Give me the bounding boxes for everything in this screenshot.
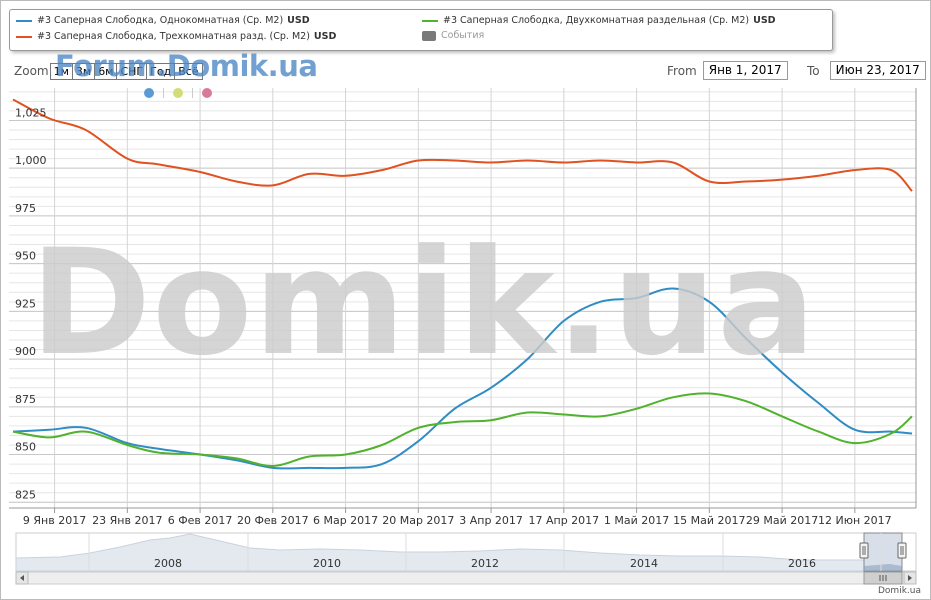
zoom-6m-button[interactable]: 6м: [94, 62, 118, 80]
x-tick-label: 9 Янв 2017: [23, 514, 86, 527]
forum-domik-watermark: Forum.Domik.ua: [55, 49, 318, 83]
legend-label: #3 Саперная Слободка, Однокомнатная (Ср.…: [37, 15, 284, 26]
navigator-year-label: 2008: [154, 557, 182, 570]
to-label: To: [807, 63, 820, 78]
legend-item-two-room[interactable]: #3 Саперная Слободка, Двухкомнатная разд…: [422, 15, 776, 26]
x-tick-label: 29 Май 2017: [746, 514, 818, 527]
x-tick-label: 3 Апр 2017: [459, 514, 523, 527]
legend-label: #3 Саперная Слободка, Трехкомнатная разд…: [37, 31, 310, 42]
legend-unit: USD: [313, 31, 337, 42]
navigator-left-handle[interactable]: [859, 542, 869, 559]
navigator-year-label: 2010: [313, 557, 341, 570]
legend-label: События: [441, 30, 485, 41]
scrollbar-track[interactable]: [15, 571, 917, 585]
x-tick-label: 15 Май 2017: [673, 514, 745, 527]
series-one-room-line: [12, 287, 913, 470]
from-date-input[interactable]: Янв 1, 2017: [702, 61, 788, 80]
legend-item-one-room[interactable]: #3 Саперная Слободка, Однокомнатная (Ср.…: [16, 15, 310, 26]
zoom-3m-button[interactable]: 3м: [71, 62, 96, 80]
event-flags: [144, 88, 212, 98]
navigator-right-handle[interactable]: [897, 542, 907, 559]
zoom-selector: Zoom 1м 3м 6м СНГ Год Всё: [14, 62, 203, 80]
plot-background: [9, 88, 916, 508]
y-tick-label: 1,025: [15, 106, 47, 119]
navigator-area: [15, 533, 865, 572]
y-tick-label: 950: [15, 250, 36, 263]
zoom-1y-button[interactable]: Год: [146, 62, 176, 80]
legend-swatch: [16, 19, 32, 22]
x-tick-label: 6 Мар 2017: [313, 514, 378, 527]
event-flag-dot[interactable]: [173, 88, 183, 98]
legend-unit: USD: [753, 15, 776, 26]
y-axis-ticks: 825 850 875 900 925 950 975 1,000 1,025: [15, 106, 47, 501]
from-label: From: [667, 63, 697, 78]
navigator-selected-area: [864, 564, 902, 571]
y-tick-label: 1,000: [15, 154, 47, 167]
series-two-room-line: [12, 392, 913, 468]
x-tick-label: 20 Фев 2017: [237, 514, 309, 527]
legend-item-three-room[interactable]: #3 Саперная Слободка, Трехкомнатная разд…: [16, 31, 336, 42]
major-gridlines: [9, 119, 916, 503]
series-layer: [12, 98, 913, 470]
navigator-year-ticks: 2008 2010 2012 2014 2016: [88, 533, 882, 571]
y-tick-label: 925: [15, 297, 36, 310]
zoom-label: Zoom: [14, 64, 49, 78]
y-tick-label: 875: [15, 393, 36, 406]
chart-legend: #3 Саперная Слободка, Однокомнатная (Ср.…: [9, 9, 833, 51]
x-tick-label: 12 Июн 2017: [818, 514, 892, 527]
to-date-input[interactable]: Июн 23, 2017: [829, 61, 926, 80]
date-range-to: To Июн 23, 2017: [807, 61, 926, 80]
x-tick-label: 17 Апр 2017: [528, 514, 599, 527]
navigator-year-label: 2012: [471, 557, 499, 570]
legend-unit: USD: [287, 15, 310, 26]
y-tick-label: 850: [15, 441, 36, 454]
navigator-year-label: 2014: [630, 557, 658, 570]
event-flag-dot[interactable]: [144, 88, 154, 98]
legend-swatch: [422, 19, 438, 22]
flag-separator: [163, 88, 164, 98]
y-tick-label: 975: [15, 202, 36, 215]
y-tick-label: 900: [15, 345, 36, 358]
x-tick-label: 1 Май 2017: [604, 514, 669, 527]
event-flag-dot[interactable]: [202, 88, 212, 98]
x-tick-label: 20 Мар 2017: [382, 514, 454, 527]
legend-swatch: [16, 35, 32, 38]
date-range-from: From Янв 1, 2017: [667, 61, 788, 80]
legend-item-events[interactable]: События: [422, 30, 484, 41]
y-tick-label: 825: [15, 488, 36, 501]
navigator-selection[interactable]: [863, 532, 903, 572]
scrollbar-right-arrow-icon: [908, 575, 912, 581]
events-swatch: [422, 30, 436, 41]
x-axis-ticks: 9 Янв 2017 23 Янв 2017 6 Фев 2017 20 Фев 20…: [23, 508, 892, 527]
series-three-room-line: [12, 98, 913, 192]
navigator[interactable]: 2008 2010 2012 2014 2016: [15, 532, 917, 585]
x-tick-label: 6 Фев 2017: [168, 514, 233, 527]
zoom-ytd-button[interactable]: СНГ: [116, 62, 148, 80]
navigator-year-label: 2016: [788, 557, 816, 570]
scrollbar-left-arrow-icon: [20, 575, 24, 581]
flag-separator: [192, 88, 193, 98]
zoom-all-button[interactable]: Всё: [174, 62, 203, 80]
legend-label: #3 Саперная Слободка, Двухкомнатная разд…: [443, 15, 750, 26]
x-tick-label: 23 Янв 2017: [92, 514, 162, 527]
credits-link[interactable]: Domik.ua: [878, 586, 921, 596]
vertical-gridlines: [54, 88, 856, 508]
